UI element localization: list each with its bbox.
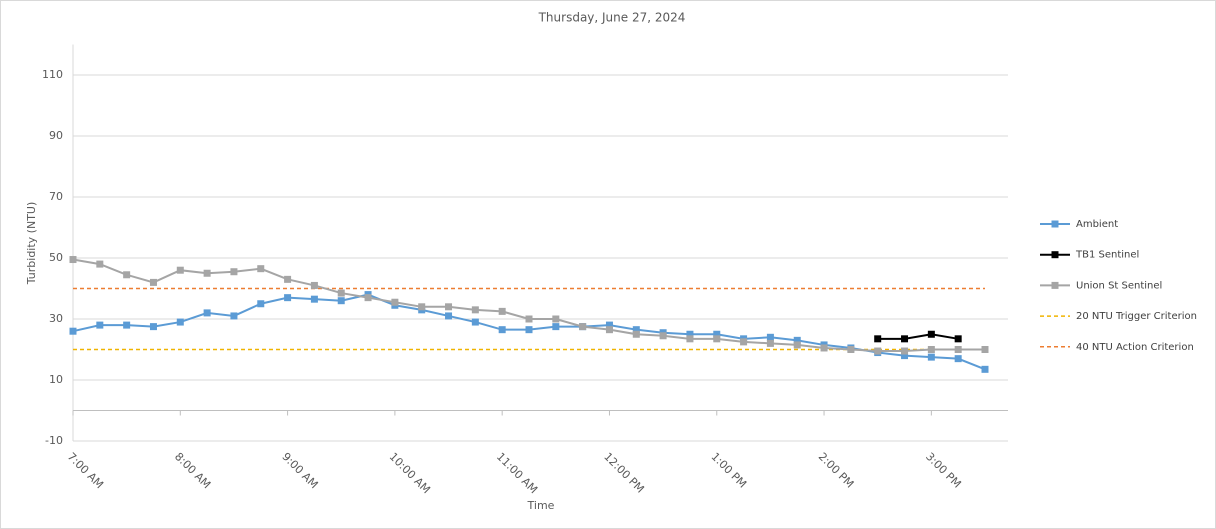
point (686, 335, 694, 343)
point (605, 321, 613, 329)
y-tick-label: -10 (45, 434, 63, 447)
point (954, 335, 962, 343)
point (766, 339, 774, 347)
point (927, 330, 935, 338)
point (498, 307, 506, 315)
point (176, 318, 184, 326)
point (605, 326, 613, 334)
point (525, 315, 533, 323)
point (766, 333, 774, 341)
point (123, 271, 131, 279)
point (230, 268, 238, 276)
point (498, 326, 506, 334)
point (284, 275, 292, 283)
point (149, 323, 157, 331)
point (874, 335, 882, 343)
point (686, 330, 694, 338)
point (176, 266, 184, 274)
point (525, 326, 533, 334)
legend-label: Ambient (1076, 219, 1118, 230)
y-tick-label: 50 (49, 251, 63, 264)
y-tick-label: 70 (49, 190, 63, 203)
point (257, 265, 265, 273)
point (874, 347, 882, 355)
point (149, 278, 157, 286)
point (203, 269, 211, 277)
point (96, 321, 104, 329)
point (820, 344, 828, 352)
point (713, 330, 721, 338)
point (901, 347, 909, 355)
legend-marker (1051, 220, 1059, 228)
point (793, 341, 801, 349)
point (203, 309, 211, 317)
point (310, 281, 318, 289)
point (96, 260, 104, 268)
y-axis-label: Turbidity (NTU) (25, 202, 38, 286)
point (901, 335, 909, 343)
x-axis-label: Time (527, 499, 555, 512)
point (471, 318, 479, 326)
point (579, 323, 587, 331)
legend-marker (1051, 251, 1059, 259)
point (740, 338, 748, 346)
point (310, 295, 318, 303)
y-tick-label: 30 (49, 312, 63, 325)
series-line (877, 333, 959, 340)
point (552, 315, 560, 323)
legend-label: 40 NTU Action Criterion (1076, 342, 1194, 353)
legend-label: Union St Sentinel (1076, 280, 1162, 291)
point (847, 346, 855, 353)
point (337, 289, 345, 297)
y-tick-label: 10 (49, 373, 63, 386)
point (793, 336, 801, 344)
point (418, 303, 426, 311)
legend-marker (1051, 281, 1059, 289)
point (927, 346, 935, 353)
point (471, 306, 479, 314)
point (927, 353, 935, 361)
point (230, 312, 238, 320)
point (632, 326, 640, 334)
point (901, 352, 909, 360)
point (364, 294, 372, 302)
point (981, 346, 989, 353)
point (632, 330, 640, 338)
point (981, 365, 989, 373)
point (337, 297, 345, 305)
point (123, 321, 131, 329)
point (284, 294, 292, 302)
point (659, 332, 667, 340)
y-tick-label: 110 (42, 68, 63, 81)
point (445, 312, 453, 320)
y-tick-label: 90 (49, 129, 63, 142)
chart-title: Thursday, June 27, 2024 (538, 11, 686, 25)
legend-label: TB1 Sentinel (1075, 250, 1139, 261)
point (69, 256, 77, 264)
point (257, 300, 265, 308)
point (69, 327, 77, 335)
point (954, 346, 962, 353)
point (552, 323, 560, 331)
point (445, 303, 453, 311)
point (713, 335, 721, 343)
legend-label: 20 NTU Trigger Criterion (1076, 311, 1197, 322)
point (954, 355, 962, 363)
point (391, 298, 399, 306)
